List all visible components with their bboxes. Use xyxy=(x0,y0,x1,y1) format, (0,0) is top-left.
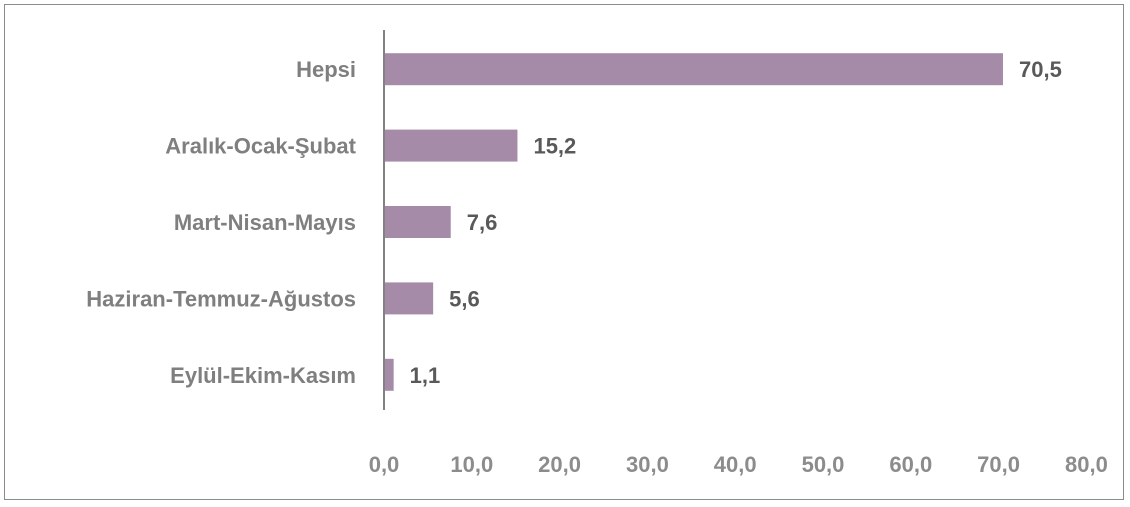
x-tick-label: 0,0 xyxy=(369,452,400,477)
category-label: Aralık-Ocak-Şubat xyxy=(165,134,356,159)
x-tick-label: 20,0 xyxy=(538,452,581,477)
value-labels: 70,5 15,2 7,6 5,6 1,1 xyxy=(410,57,1062,388)
value-label: 70,5 xyxy=(1019,57,1062,82)
x-tick-label: 80,0 xyxy=(1065,452,1108,477)
value-label: 5,6 xyxy=(449,286,480,311)
x-tick-label: 10,0 xyxy=(450,452,493,477)
category-label: Hepsi xyxy=(296,57,356,82)
x-tick-label: 40,0 xyxy=(714,452,757,477)
x-tick-label: 70,0 xyxy=(977,452,1020,477)
bar-3 xyxy=(385,282,434,315)
bar-0 xyxy=(385,53,1003,86)
value-label: 15,2 xyxy=(533,134,576,159)
chart-frame xyxy=(4,4,1124,500)
category-labels: Hepsi Aralık-Ocak-Şubat Mart-Nisan-Mayıs Ha… xyxy=(86,57,356,388)
bars-group xyxy=(385,53,1003,391)
x-tick-label: 60,0 xyxy=(889,452,932,477)
x-tick-label: 30,0 xyxy=(626,452,669,477)
category-label: Mart-Nisan-Mayıs xyxy=(174,210,356,235)
category-label: Eylül-Ekim-Kasım xyxy=(170,363,356,388)
x-tick-label: 50,0 xyxy=(802,452,845,477)
bar-1 xyxy=(385,129,518,162)
bar-2 xyxy=(385,206,451,238)
value-label: 1,1 xyxy=(410,363,441,388)
value-label: 7,6 xyxy=(467,210,498,235)
x-tick-labels: 0,0 10,0 20,0 30,0 40,0 50,0 60,0 70,0 80,0 xyxy=(369,452,1108,477)
bar-4 xyxy=(385,358,394,391)
category-label: Haziran-Temmuz-Ağustos xyxy=(86,286,356,311)
